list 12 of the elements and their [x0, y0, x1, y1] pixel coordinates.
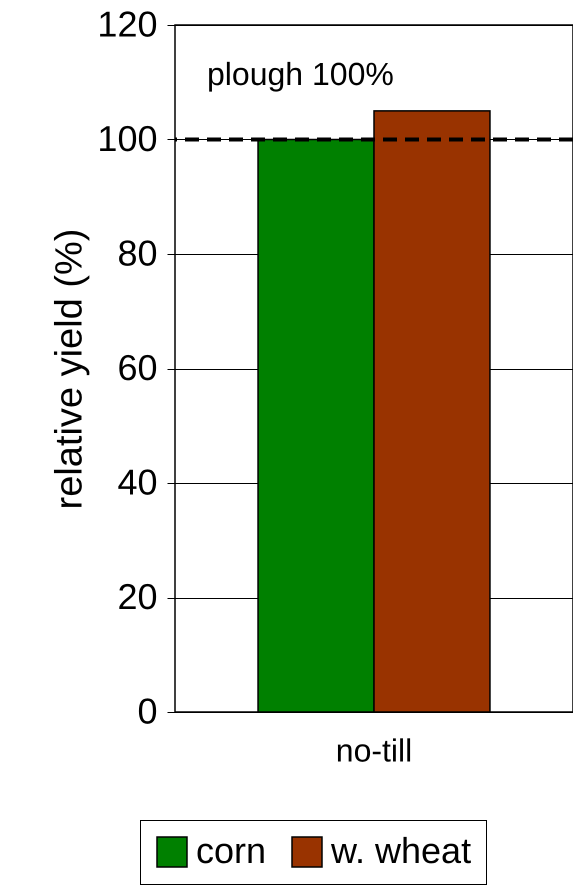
legend-label: w. wheat — [330, 830, 472, 871]
legend-label: corn — [196, 830, 266, 871]
y-tick-label: 40 — [117, 462, 158, 502]
y-tick-label: 60 — [117, 347, 158, 388]
y-axis-title: relative yield (%) — [48, 228, 90, 510]
x-tick-label: no-till — [336, 732, 412, 768]
y-tick-label: 0 — [137, 690, 158, 732]
y-tick-label: 120 — [97, 4, 158, 44]
ref-line-label: plough 100% — [207, 56, 394, 92]
y-tick-label: 20 — [117, 576, 158, 617]
y-tick-label: 100 — [97, 118, 158, 159]
y-tick-label: 80 — [117, 232, 158, 274]
